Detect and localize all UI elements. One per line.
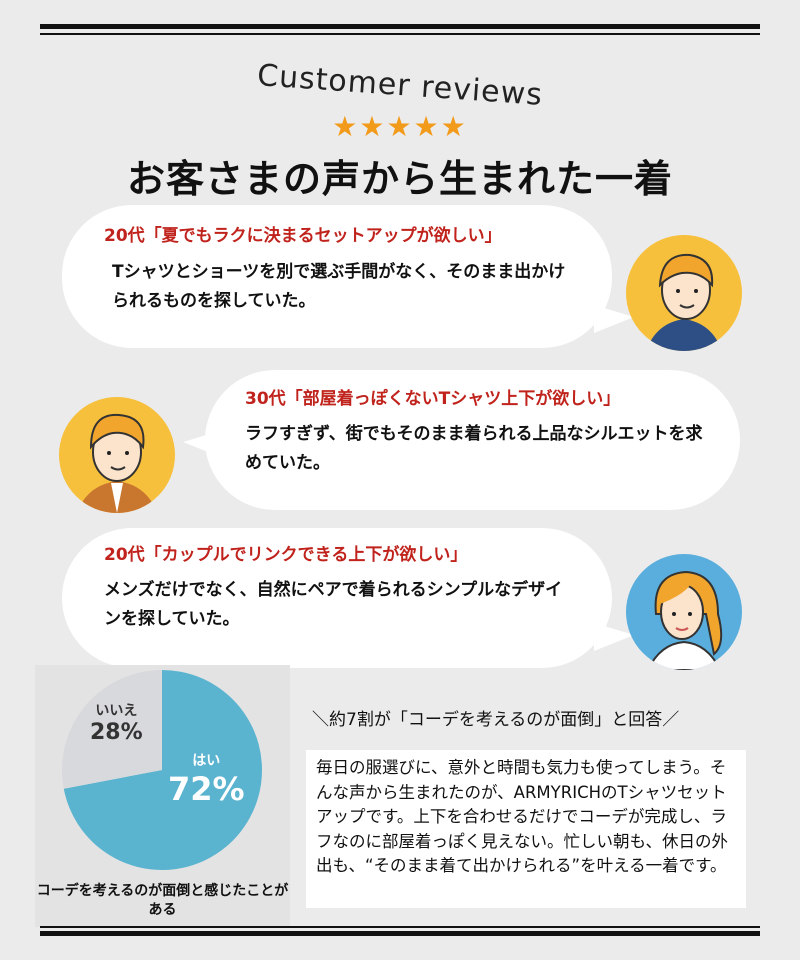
page-title: お客さまの声から生まれた一着 [126,157,673,201]
slice-label-no: いいえ 28% [90,703,143,745]
bottom-border-thick [40,931,760,936]
review-quote: 30代「部屋着っぽくないTシャツ上下が欲しい」 [245,389,621,409]
review-quote: 20代「カップルでリンクできる上下が欲しい」 [104,545,468,565]
pie-slice-1 [61,670,162,789]
review-text: Tシャツとショーツを別で選ぶ手間がなく、そのまま出かけられるものを探していた。 [112,262,566,311]
top-border-thin [40,33,760,35]
pie-chart [61,670,263,870]
man-avatar-icon [626,235,742,351]
top-border-thick [40,24,760,29]
man-avatar-icon [59,397,175,513]
review-bubble: 30代「部屋着っぽくないTシャツ上下が欲しい」 ラフすぎず、街でもそのまま着られ… [183,370,740,510]
woman-avatar-icon [626,554,742,670]
summary-text: 毎日の服選びに、意外と時間も気力も使ってしまう。そんな声から生まれたのが、ARM… [306,750,746,908]
pie-slice-0 [63,670,263,870]
chart-caption: コーデを考えるのが面倒と感じたことがある [36,883,289,918]
rating-stars: ★★★★★ [332,110,468,143]
review-bubble: 20代「カップルでリンクできる上下が欲しい」 メンズだけでなく、自然にペアで着ら… [62,528,634,668]
review-quote: 20代「夏でもラクに決まるセットアップが欲しい」 [104,226,502,246]
summary-headline: ＼約7割が「コーデを考えるのが面倒」と回答／ [312,710,680,730]
review-text: メンズだけでなく、自然にペアで着られるシンプルなデザインを探していた。 [104,580,563,629]
bottom-border-thin [40,926,760,928]
review-text: ラフすぎず、街でもそのまま着られる上品なシルエットを求めていた。 [245,424,703,473]
review-bubble: 20代「夏でもラクに決まるセットアップが欲しい」 Tシャツとショーツを別で選ぶ手… [62,205,634,348]
slice-label-yes: はい 72% [168,753,245,808]
